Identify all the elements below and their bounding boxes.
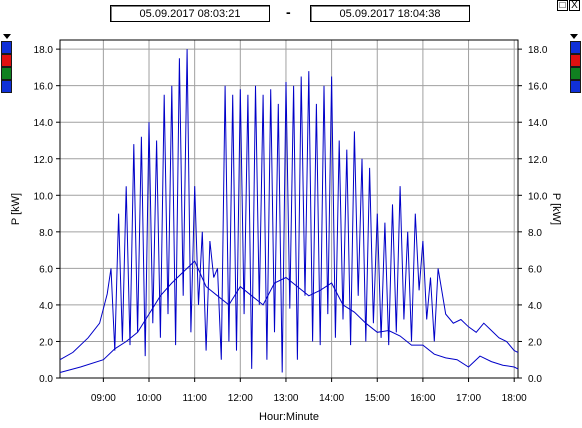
series-color-swatch[interactable] — [570, 67, 581, 80]
power-series-line — [59, 49, 519, 373]
y-tick-label-left: 8.0 — [39, 228, 53, 239]
date-range-separator: - — [286, 4, 291, 20]
y-tick-labels-left: 0.0 2.0 4.0 6.0 8.0 10.0 12.0 14.0 16.0 18.0 — [34, 45, 60, 385]
left-series-dropdown-icon[interactable] — [3, 34, 11, 39]
x-tick-label: 18:00 — [502, 393, 527, 404]
plot-area-frame — [59, 39, 519, 379]
x-tick-labels: 09:00 10:00 11:00 12:00 13:00 14:00 15:00 16:00… — [91, 378, 527, 404]
x-tick-label: 15:00 — [365, 393, 390, 404]
power-series-line — [59, 260, 519, 373]
series-lines — [59, 49, 519, 373]
x-tick-label: 12:00 — [228, 393, 253, 404]
y-tick-label-right: 4.0 — [528, 301, 542, 312]
start-datetime-field[interactable]: 05.09.2017 08:03:21 — [110, 5, 270, 22]
series-color-swatch[interactable] — [1, 67, 12, 80]
x-tick-label: 13:00 — [273, 393, 298, 404]
end-datetime-field[interactable]: 05.09.2017 18:04:38 — [310, 5, 470, 22]
series-color-swatch[interactable] — [570, 41, 581, 54]
y-tick-label-right: 8.0 — [528, 228, 542, 239]
series-color-swatch[interactable] — [570, 80, 581, 93]
y-axis-label-right: P [kW] — [550, 193, 562, 225]
y-tick-labels-right: 0.0 2.0 4.0 6.0 8.0 10.0 12.0 14.0 16.0 18.0 — [518, 45, 548, 385]
series-color-swatch[interactable] — [1, 54, 12, 67]
series-color-swatch[interactable] — [1, 41, 12, 54]
x-tick-label: 17:00 — [456, 393, 481, 404]
y-tick-label-left: 18.0 — [34, 45, 54, 56]
x-axis-label: Hour:Minute — [259, 411, 319, 423]
y-axis-label: P [kW] — [10, 193, 22, 225]
y-tick-label-left: 16.0 — [34, 82, 54, 93]
y-tick-label-right: 6.0 — [528, 264, 542, 275]
y-tick-label-left: 4.0 — [39, 301, 53, 312]
x-tick-label: 16:00 — [410, 393, 435, 404]
chart-grid — [60, 40, 518, 379]
y-tick-label-right: 0.0 — [528, 374, 542, 385]
x-tick-label: 10:00 — [136, 393, 161, 404]
y-tick-label-right: 18.0 — [528, 45, 548, 56]
series-color-swatch[interactable] — [570, 54, 581, 67]
close-icon[interactable]: X — [569, 0, 580, 11]
y-tick-label-left: 2.0 — [39, 337, 53, 348]
y-tick-label-right: 16.0 — [528, 82, 548, 93]
y-tick-label-right: 12.0 — [528, 155, 548, 166]
y-tick-label-left: 6.0 — [39, 264, 53, 275]
y-tick-label-right: 2.0 — [528, 337, 542, 348]
y-tick-label-right: 14.0 — [528, 118, 548, 129]
y-tick-label-right: 10.0 — [528, 191, 548, 202]
y-tick-label-left: 12.0 — [34, 155, 54, 166]
right-series-dropdown-icon[interactable] — [570, 34, 578, 39]
x-tick-label: 11:00 — [183, 393, 208, 404]
y-tick-label-left: 10.0 — [34, 191, 54, 202]
series-color-swatch[interactable] — [1, 80, 12, 93]
y-tick-label-left: 0.0 — [39, 374, 53, 385]
x-tick-label: 14:00 — [319, 393, 344, 404]
restore-icon[interactable]: □ — [557, 0, 568, 11]
y-tick-label-left: 14.0 — [34, 118, 54, 129]
x-tick-label: 09:00 — [91, 393, 116, 404]
